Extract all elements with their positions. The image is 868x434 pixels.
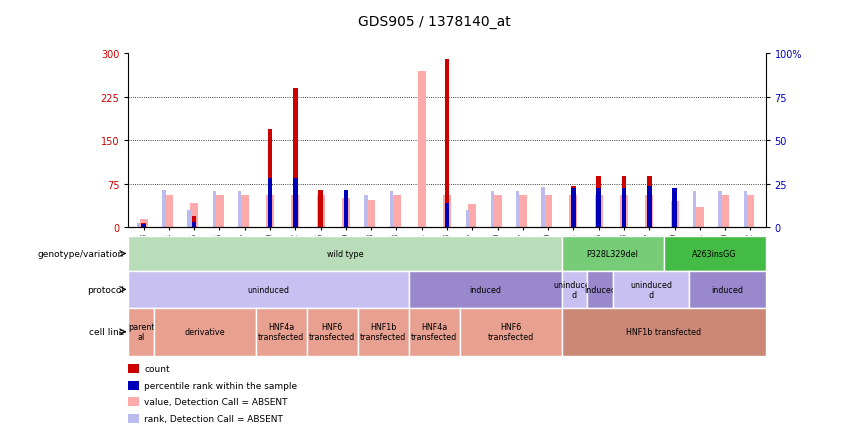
- Text: percentile rank within the sample: percentile rank within the sample: [144, 381, 297, 390]
- Bar: [544, 196, 552, 228]
- Bar: [317, 196, 325, 228]
- Bar: [542, 187, 545, 228]
- Text: HNF6
transfected: HNF6 transfected: [488, 322, 534, 342]
- Text: HNF6
transfected: HNF6 transfected: [309, 322, 356, 342]
- Bar: [137, 223, 141, 228]
- Bar: [596, 188, 601, 228]
- Bar: [744, 192, 747, 228]
- Text: genotype/variation: genotype/variation: [38, 250, 124, 258]
- Bar: [569, 196, 577, 228]
- Bar: [746, 196, 754, 228]
- Bar: [596, 177, 601, 228]
- Bar: [165, 196, 173, 228]
- Bar: [494, 196, 502, 228]
- Bar: [621, 188, 627, 228]
- Bar: [292, 196, 299, 228]
- Bar: [645, 196, 654, 228]
- Bar: [443, 196, 451, 228]
- Bar: [365, 196, 368, 228]
- Text: P328L329del: P328L329del: [587, 250, 639, 258]
- Text: HNF1b
transfected: HNF1b transfected: [360, 322, 406, 342]
- Text: wild type: wild type: [326, 250, 364, 258]
- Bar: [519, 196, 527, 228]
- Bar: [444, 60, 450, 228]
- Bar: [673, 188, 677, 228]
- Bar: [694, 192, 696, 228]
- Bar: [491, 192, 494, 228]
- Bar: [721, 196, 729, 228]
- Bar: [293, 89, 298, 228]
- Bar: [192, 222, 196, 228]
- Text: value, Detection Call = ABSENT: value, Detection Call = ABSENT: [144, 398, 287, 406]
- Bar: [213, 192, 216, 228]
- Bar: [390, 192, 393, 228]
- Text: induced: induced: [712, 285, 743, 294]
- Text: HNF4a
transfected: HNF4a transfected: [411, 322, 457, 342]
- Bar: [162, 190, 166, 228]
- Bar: [571, 186, 575, 228]
- Text: rank, Detection Call = ABSENT: rank, Detection Call = ABSENT: [144, 414, 283, 423]
- Bar: [595, 196, 602, 228]
- Bar: [141, 223, 146, 228]
- Text: parent
al: parent al: [128, 322, 155, 342]
- Bar: [367, 200, 375, 228]
- Bar: [418, 72, 426, 228]
- Bar: [238, 192, 241, 228]
- Bar: [319, 190, 323, 228]
- Bar: [141, 225, 146, 228]
- Text: HNF1b transfected: HNF1b transfected: [626, 328, 701, 336]
- Text: HNF4a
transfected: HNF4a transfected: [259, 322, 305, 342]
- Bar: [516, 192, 519, 228]
- Bar: [647, 186, 652, 228]
- Bar: [140, 219, 148, 228]
- Bar: [266, 196, 274, 228]
- Text: induced: induced: [470, 285, 501, 294]
- Text: uninduced: uninduced: [247, 285, 290, 294]
- Text: induced: induced: [584, 285, 616, 294]
- Bar: [267, 129, 273, 228]
- Text: GDS905 / 1378140_at: GDS905 / 1378140_at: [358, 15, 510, 29]
- Bar: [444, 204, 450, 228]
- Bar: [192, 216, 196, 228]
- Text: uninduced
d: uninduced d: [630, 280, 672, 299]
- Bar: [571, 188, 575, 228]
- Bar: [647, 177, 652, 228]
- Bar: [620, 196, 628, 228]
- Text: cell line: cell line: [89, 328, 124, 336]
- Bar: [215, 196, 224, 228]
- Text: A263insGG: A263insGG: [693, 250, 737, 258]
- Bar: [621, 177, 627, 228]
- Text: count: count: [144, 365, 170, 373]
- Bar: [468, 205, 477, 228]
- Bar: [190, 204, 198, 228]
- Bar: [696, 207, 704, 228]
- Text: protocol: protocol: [87, 285, 124, 294]
- Bar: [187, 210, 191, 228]
- Bar: [719, 192, 721, 228]
- Bar: [293, 179, 298, 228]
- Bar: [392, 196, 400, 228]
- Bar: [670, 202, 679, 228]
- Bar: [465, 210, 469, 228]
- Text: derivative: derivative: [185, 328, 225, 336]
- Bar: [240, 196, 249, 228]
- Bar: [344, 190, 348, 228]
- Text: uninduced
d: uninduced d: [554, 280, 595, 299]
- Bar: [267, 179, 273, 228]
- Bar: [342, 199, 350, 228]
